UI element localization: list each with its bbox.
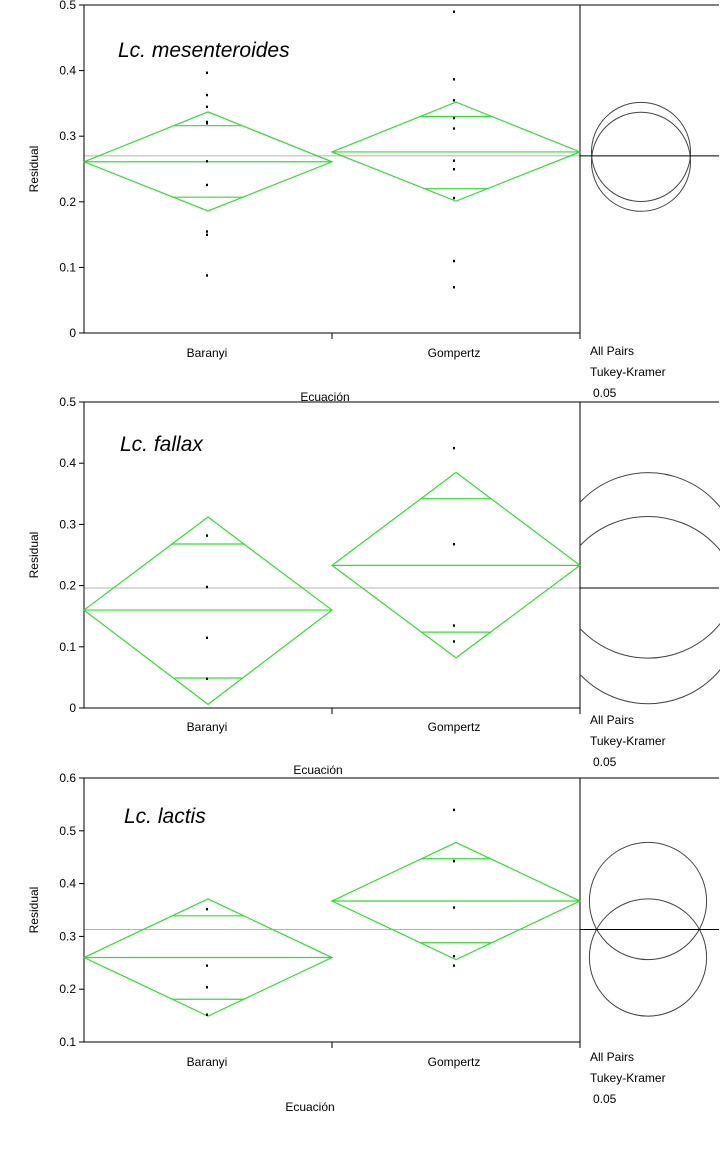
x-category-label: Gompertz	[428, 346, 481, 360]
comparison-label: 0.05	[593, 755, 617, 769]
y-tick-label: 0.3	[59, 129, 76, 143]
y-tick-label: 0.5	[59, 0, 76, 12]
data-point	[453, 159, 455, 162]
y-tick-label: 0.1	[59, 260, 76, 274]
y-tick-label: 0.4	[59, 64, 76, 78]
x-axis-title: Ecuación	[293, 763, 342, 777]
data-point	[206, 93, 208, 97]
data-point	[206, 1013, 208, 1016]
y-tick-label: 0.2	[59, 982, 76, 996]
comparison-circle	[580, 515, 720, 705]
data-point	[206, 636, 208, 640]
data-point	[453, 446, 455, 450]
y-tick-label: 0.1	[59, 640, 76, 654]
chart-panel-1: 0 0.1 0.2 0.3 0.4 0.5 Residual Lc. mesenteroide…	[27, 0, 719, 404]
data-point	[206, 71, 208, 74]
comparison-label: All Pairs	[590, 1050, 634, 1064]
x-category-label: Baranyi	[187, 1055, 228, 1069]
y-tick-label: 0.2	[59, 195, 76, 209]
y-tick-label: 0.3	[59, 517, 76, 531]
y-tick-label: 0.2	[59, 579, 76, 593]
data-point	[453, 954, 455, 958]
x-category-label: Gompertz	[428, 720, 481, 734]
data-point	[453, 196, 455, 200]
comparison-circles	[590, 101, 692, 212]
x-category-label: Baranyi	[187, 720, 228, 734]
data-point	[206, 964, 208, 967]
data-point	[453, 859, 455, 863]
y-tick-label: 0	[69, 326, 76, 340]
data-point	[453, 259, 455, 263]
data-point	[206, 986, 208, 989]
data-point	[453, 99, 455, 102]
comparison-label: All Pairs	[590, 344, 634, 358]
chart-title: Lc. fallax	[120, 433, 204, 456]
data-point	[206, 122, 208, 125]
data-point	[206, 585, 208, 589]
comparison-circle	[580, 472, 720, 659]
x-axis-title: Ecuación	[285, 1100, 334, 1114]
data-point	[453, 168, 455, 171]
y-tick-label: 0.5	[59, 824, 76, 838]
comparison-circle	[590, 111, 692, 212]
data-point	[206, 120, 208, 124]
y-tick-label: 0.1	[59, 1035, 76, 1049]
x-category-label: Gompertz	[428, 1055, 481, 1069]
comparison-label: Tukey-Kramer	[590, 365, 666, 379]
comparison-circles	[588, 841, 708, 1017]
comparison-label: All Pairs	[590, 713, 634, 727]
data-point	[453, 640, 455, 643]
data-point	[453, 964, 455, 967]
chart-title: Lc. mesenteroides	[118, 39, 290, 62]
data-point	[206, 183, 208, 187]
chart-panel-2: 0 0.1 0.2 0.3 0.4 0.5 Residual Lc. fallax Barany…	[27, 395, 720, 777]
chart-panel-3: 0.1 0.2 0.3 0.4 0.5 0.6 Residual Lc. lactis Bara…	[27, 771, 719, 1114]
data-point	[453, 116, 455, 120]
y-tick-label: 0.4	[59, 877, 76, 891]
data-point	[206, 233, 208, 236]
y-tick-label: 0	[69, 701, 76, 715]
comparison-label: Tukey-Kramer	[590, 734, 666, 748]
comparison-circle	[590, 101, 692, 202]
data-point	[206, 274, 208, 277]
data-point	[453, 542, 455, 546]
y-tick-label: 0.6	[59, 771, 76, 785]
y-axis-title: Residual	[27, 146, 41, 193]
mean-diamond	[83, 516, 333, 706]
x-axis-title: Ecuación	[300, 390, 349, 404]
data-point	[453, 808, 455, 812]
data-point	[206, 534, 208, 537]
data-point	[453, 624, 455, 627]
comparison-label: 0.05	[593, 386, 617, 400]
data-point	[206, 907, 208, 911]
x-category-label: Baranyi	[187, 346, 228, 360]
data-point	[206, 677, 208, 681]
y-axis-title: Residual	[27, 532, 41, 579]
comparison-label: Tukey-Kramer	[590, 1071, 666, 1085]
data-point	[453, 286, 455, 289]
y-tick-label: 0.4	[59, 456, 76, 470]
y-axis-title: Residual	[27, 887, 41, 934]
comparison-circle	[588, 841, 708, 961]
data-point	[453, 78, 455, 81]
chart-title: Lc. lactis	[124, 805, 206, 828]
y-tick-label: 0.5	[59, 395, 76, 409]
data-point	[206, 230, 208, 233]
comparison-circle	[588, 898, 708, 1017]
data-point	[206, 160, 208, 163]
data-point	[206, 105, 208, 109]
y-tick-label: 0.3	[59, 929, 76, 943]
data-point	[453, 127, 455, 130]
data-point	[453, 906, 455, 909]
comparison-circles	[580, 472, 720, 705]
comparison-label: 0.05	[593, 1092, 617, 1106]
data-point	[453, 10, 455, 13]
